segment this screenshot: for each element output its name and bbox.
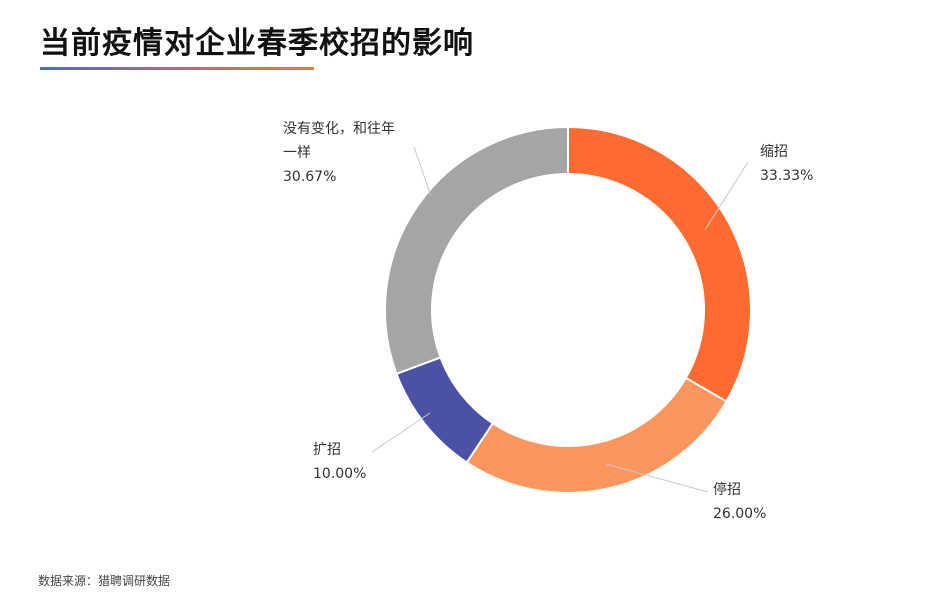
- slice-tingzhao: [465, 376, 728, 494]
- label-name-meiyoubianhua: 没有变化，和往年: [283, 121, 395, 137]
- label-value-kuozhao: 10.00%: [313, 466, 366, 482]
- label-name-meiyoubianhua: 一样: [283, 145, 311, 161]
- label-name-kuozhao: 扩招: [313, 442, 341, 458]
- page-title: 当前疫情对企业春季校招的影响: [40, 26, 474, 61]
- leader-line-meiyoubianhua: [413, 146, 432, 197]
- leader-lines: [371, 146, 749, 493]
- label-suozhao: 缩招 33.33%: [760, 144, 813, 184]
- label-meiyoubianhua: 没有变化，和往年一样 30.67%: [283, 121, 395, 185]
- label-name-tingzhao: 停招: [713, 481, 741, 498]
- label-tingzhao: 停招 26.00%: [713, 481, 766, 522]
- label-value-tingzhao: 26.00%: [713, 506, 766, 522]
- leader-line-kuozhao: [371, 412, 431, 453]
- label-value-meiyoubianhua: 30.67%: [283, 169, 336, 185]
- slice-meiyoubianhua: [384, 125, 569, 376]
- slice-kuozhao: [395, 356, 495, 464]
- label-kuozhao: 扩招 10.00%: [313, 442, 366, 482]
- slice-labels: 缩招 33.33% 停招 26.00% 扩招 10.00% 没有变化，和往年一样 30.67%: [283, 121, 813, 522]
- leader-line-suozhao: [704, 161, 749, 231]
- slice-suozhao: [567, 125, 752, 403]
- label-name-suozhao: 缩招: [760, 144, 788, 160]
- data-source-note: 数据来源：猎聘调研数据: [38, 574, 171, 588]
- label-value-suozhao: 33.33%: [760, 168, 813, 184]
- donut-slices: [384, 125, 752, 494]
- leader-line-tingzhao: [605, 463, 709, 493]
- title-underline: [40, 67, 314, 70]
